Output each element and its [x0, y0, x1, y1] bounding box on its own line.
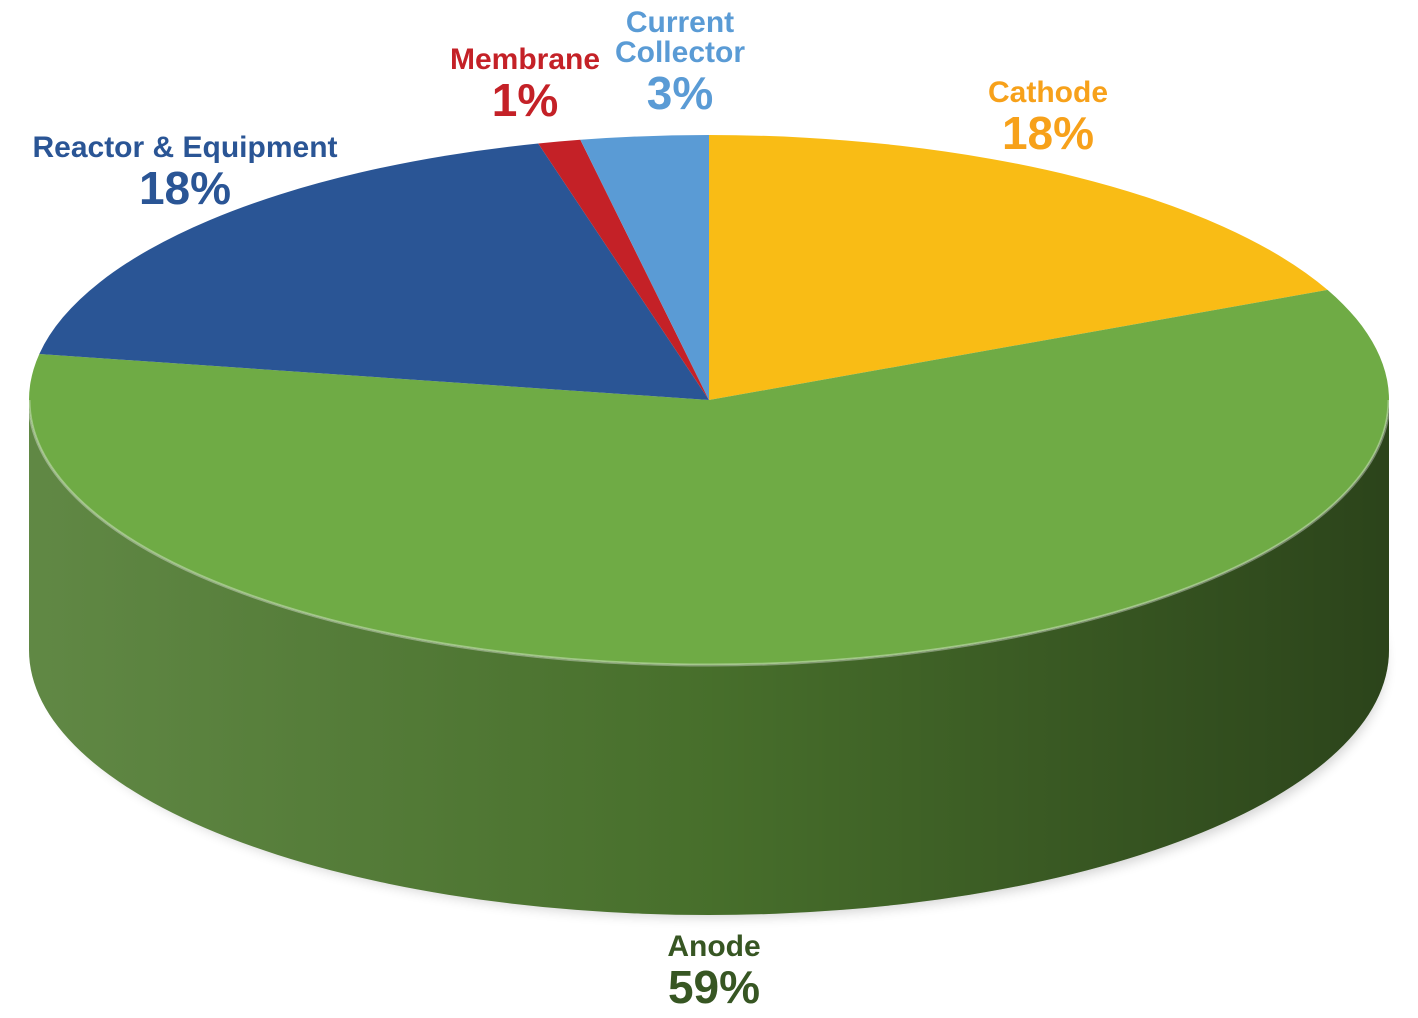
slice-value-cathode: 18% [1001, 107, 1095, 159]
slice-value-current-collector: 3% [646, 67, 714, 119]
slice-label-reactor-equipment: Reactor & Equipment [32, 131, 338, 164]
slice-label-membrane: Membrane [449, 43, 601, 76]
data-label-membrane: Membrane 1% [420, 43, 630, 126]
slice-label-cathode: Cathode [988, 76, 1108, 109]
pie-slice-anode [28, 289, 1389, 665]
pie-rim-highlight [27, 399, 1391, 667]
pie-side-walls [29, 400, 1389, 915]
slice-value-membrane: 1% [491, 74, 559, 126]
slice-label-current-collector: Current Collector [614, 6, 746, 69]
slice-label-anode: Anode [667, 930, 761, 963]
pie-side-shade-anode [29, 400, 1389, 915]
data-label-reactor-equipment: Reactor & Equipment 18% [10, 131, 360, 214]
pie-slice-reactor-equipment [39, 143, 709, 400]
pie-slice-cathode [709, 135, 1328, 400]
data-label-anode: Anode 59% [614, 930, 814, 1013]
slice-value-anode: 59% [667, 961, 761, 1013]
data-label-current-collector: Current Collector 3% [590, 6, 770, 119]
data-label-cathode: Cathode 18% [948, 76, 1148, 159]
pie-slice-current-collector [580, 135, 709, 400]
slice-value-reactor-equipment: 18% [138, 162, 232, 214]
pie-slice-membrane [538, 139, 709, 401]
pie-top-faces [27, 135, 1391, 667]
